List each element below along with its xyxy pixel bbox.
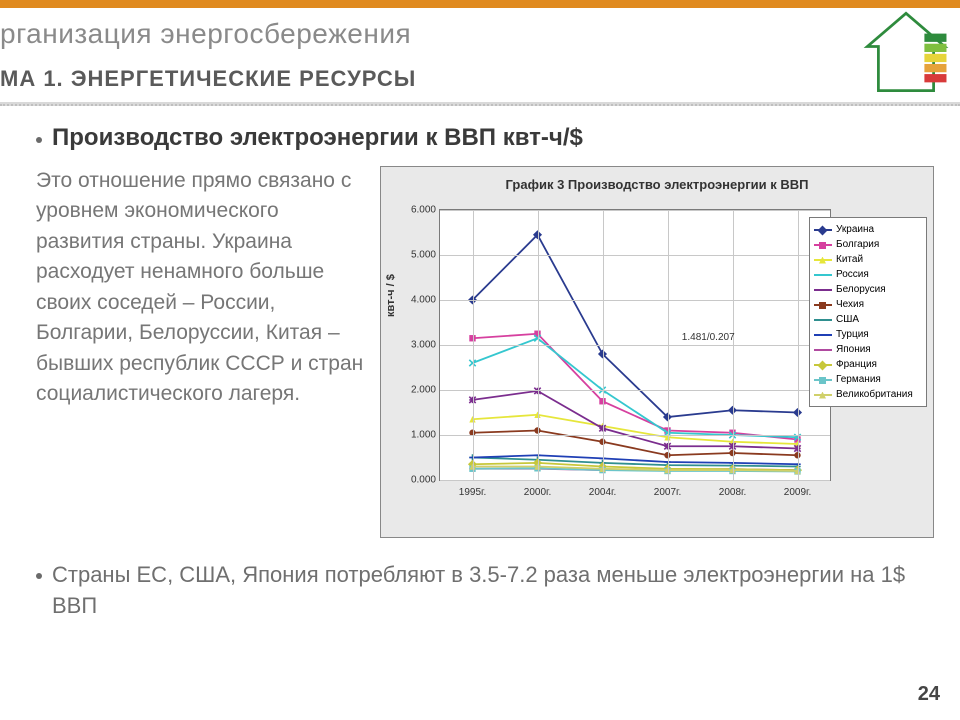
accent-bar [0, 0, 960, 8]
legend-item: Германия [814, 372, 922, 387]
legend-label: Украина [836, 224, 874, 235]
x-tick: 2000г. [524, 487, 551, 498]
legend-item: Белорусия [814, 282, 922, 297]
y-tick: 4.000 [392, 295, 436, 306]
legend-item: США [814, 312, 922, 327]
bullet-icon [36, 573, 42, 579]
energy-house-icon [860, 6, 952, 98]
legend-item: Чехия [814, 297, 922, 312]
legend-item: Франция [814, 357, 922, 372]
x-tick: 2007г. [654, 487, 681, 498]
y-tick: 6.000 [392, 205, 436, 216]
page-number: 24 [918, 683, 940, 706]
legend-item: Великобритания [814, 387, 922, 402]
header-sub-text: ЭНЕРГЕТИЧЕСКИЕ РЕСУРСЫ [71, 66, 417, 91]
legend-label: Чехия [836, 299, 864, 310]
legend-label: Турция [836, 329, 869, 340]
bullet-icon [36, 137, 42, 143]
chart-legend: Украина Болгария Китай Россия Белорусия Чехия… [809, 217, 927, 407]
header-title: рганизация энергосбережения [0, 18, 411, 50]
legend-item: Турция [814, 327, 922, 342]
footer-text: Страны ЕС, США, Япония потребляют в 3.5-… [52, 560, 934, 622]
y-tick: 5.000 [392, 250, 436, 261]
x-tick: 1995г. [459, 487, 486, 498]
legend-label: Белорусия [836, 284, 886, 295]
legend-label: США [836, 314, 859, 325]
chart-panel: График 3 Производство электроэнергии к В… [380, 166, 934, 538]
legend-label: Болгария [836, 239, 879, 250]
legend-item: Япония [814, 342, 922, 357]
x-tick: 2004г. [589, 487, 616, 498]
legend-item: Болгария [814, 237, 922, 252]
legend-label: Россия [836, 269, 869, 280]
headline-row: Производство электроэнергии к ВВП квт-ч/… [36, 124, 934, 152]
chart-plot-area: 0.0001.0002.0003.0004.0005.0006.0001995г… [439, 209, 831, 481]
legend-label: Германия [836, 374, 881, 385]
legend-item: Россия [814, 267, 922, 282]
body-zone: Это отношение прямо связано с уровнем эк… [36, 166, 934, 538]
footer-row: Страны ЕС, США, Япония потребляют в 3.5-… [36, 560, 934, 622]
x-tick: 2008г. [719, 487, 746, 498]
y-tick: 2.000 [392, 385, 436, 396]
chart-annotation: 1.481/0.207 [682, 332, 735, 343]
slide-headline: Производство электроэнергии к ВВП квт-ч/… [52, 124, 583, 152]
y-tick: 0.000 [392, 475, 436, 486]
header-subtitle: МА 1. ЭНЕРГЕТИЧЕСКИЕ РЕСУРСЫ [0, 66, 416, 92]
body-paragraph: Это отношение прямо связано с уровнем эк… [36, 166, 366, 538]
legend-label: Китай [836, 254, 863, 265]
legend-label: Великобритания [836, 389, 913, 400]
legend-label: Франция [836, 359, 877, 370]
legend-label: Япония [836, 344, 871, 355]
header-sub-prefix: МА 1. [0, 66, 64, 91]
y-tick: 3.000 [392, 340, 436, 351]
chart-title: График 3 Производство электроэнергии к В… [381, 167, 933, 198]
main-content: Производство электроэнергии к ВВП квт-ч/… [0, 106, 960, 622]
legend-item: Китай [814, 252, 922, 267]
legend-item: Украина [814, 222, 922, 237]
y-tick: 1.000 [392, 430, 436, 441]
header: рганизация энергосбережения МА 1. ЭНЕРГЕ… [0, 8, 960, 106]
x-tick: 2009г. [784, 487, 811, 498]
